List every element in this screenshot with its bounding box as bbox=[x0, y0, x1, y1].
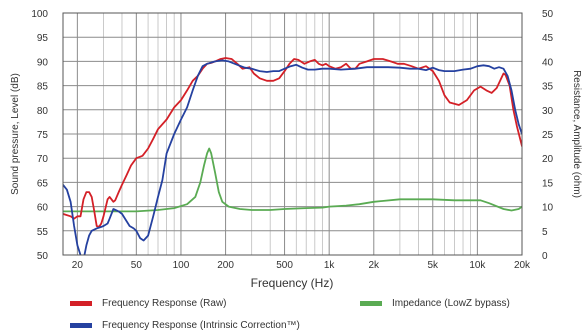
x-tick-label: 20 bbox=[72, 260, 84, 271]
series-line-corrected bbox=[63, 59, 522, 255]
y-tick-label-right: 15 bbox=[542, 178, 554, 189]
x-tick-label: 200 bbox=[217, 260, 234, 271]
y-axis-right-label: Resistance, Amplitude (ohm) bbox=[571, 70, 582, 198]
y-tick-label-left: 80 bbox=[37, 106, 49, 117]
y-tick-label-left: 85 bbox=[37, 82, 49, 93]
y-tick-label-left: 50 bbox=[37, 251, 49, 262]
y-tick-label-left: 65 bbox=[37, 178, 49, 189]
x-axis-label: Frequency (Hz) bbox=[251, 276, 334, 290]
x-tick-label: 5k bbox=[427, 260, 439, 271]
y-tick-label-right: 0 bbox=[542, 251, 548, 262]
y-tick-label-left: 75 bbox=[37, 130, 49, 141]
y-tick-label-right: 25 bbox=[542, 130, 554, 141]
y-tick-label-right: 45 bbox=[542, 33, 554, 44]
x-tick-label: 10k bbox=[469, 260, 486, 271]
x-tick-label: 20k bbox=[514, 260, 531, 271]
y-tick-label-right: 35 bbox=[542, 82, 554, 93]
tick-labels: 20 50 100 200 500 1k 2k 5k 10k 20k505560657075808… bbox=[31, 9, 553, 271]
y-tick-label-right: 10 bbox=[542, 203, 554, 214]
y-axis-left-label: Sound pressure, Level (dB) bbox=[10, 73, 21, 195]
y-tick-label-right: 20 bbox=[542, 154, 554, 165]
x-tick-label: 50 bbox=[131, 260, 143, 271]
y-tick-label-left: 90 bbox=[37, 57, 49, 68]
y-tick-label-right: 40 bbox=[542, 57, 554, 68]
x-tick-label: 100 bbox=[173, 260, 190, 271]
y-tick-label-right: 5 bbox=[542, 227, 548, 238]
series-line-raw bbox=[63, 57, 522, 228]
y-tick-label-left: 60 bbox=[37, 203, 49, 214]
series-line-impedance bbox=[63, 147, 522, 213]
x-tick-label: 500 bbox=[276, 260, 293, 271]
y-tick-label-left: 70 bbox=[37, 154, 49, 165]
x-tick-label: 1k bbox=[324, 260, 336, 271]
y-tick-label-left: 95 bbox=[37, 33, 49, 44]
y-tick-label-left: 55 bbox=[37, 227, 49, 238]
series-layer bbox=[63, 57, 522, 255]
y-tick-label-right: 50 bbox=[542, 9, 554, 20]
y-tick-label-left: 100 bbox=[31, 9, 48, 20]
plot-border bbox=[62, 12, 523, 256]
y-tick-label-right: 30 bbox=[542, 106, 554, 117]
x-tick-label: 2k bbox=[369, 260, 381, 271]
grid-lines bbox=[63, 13, 522, 255]
